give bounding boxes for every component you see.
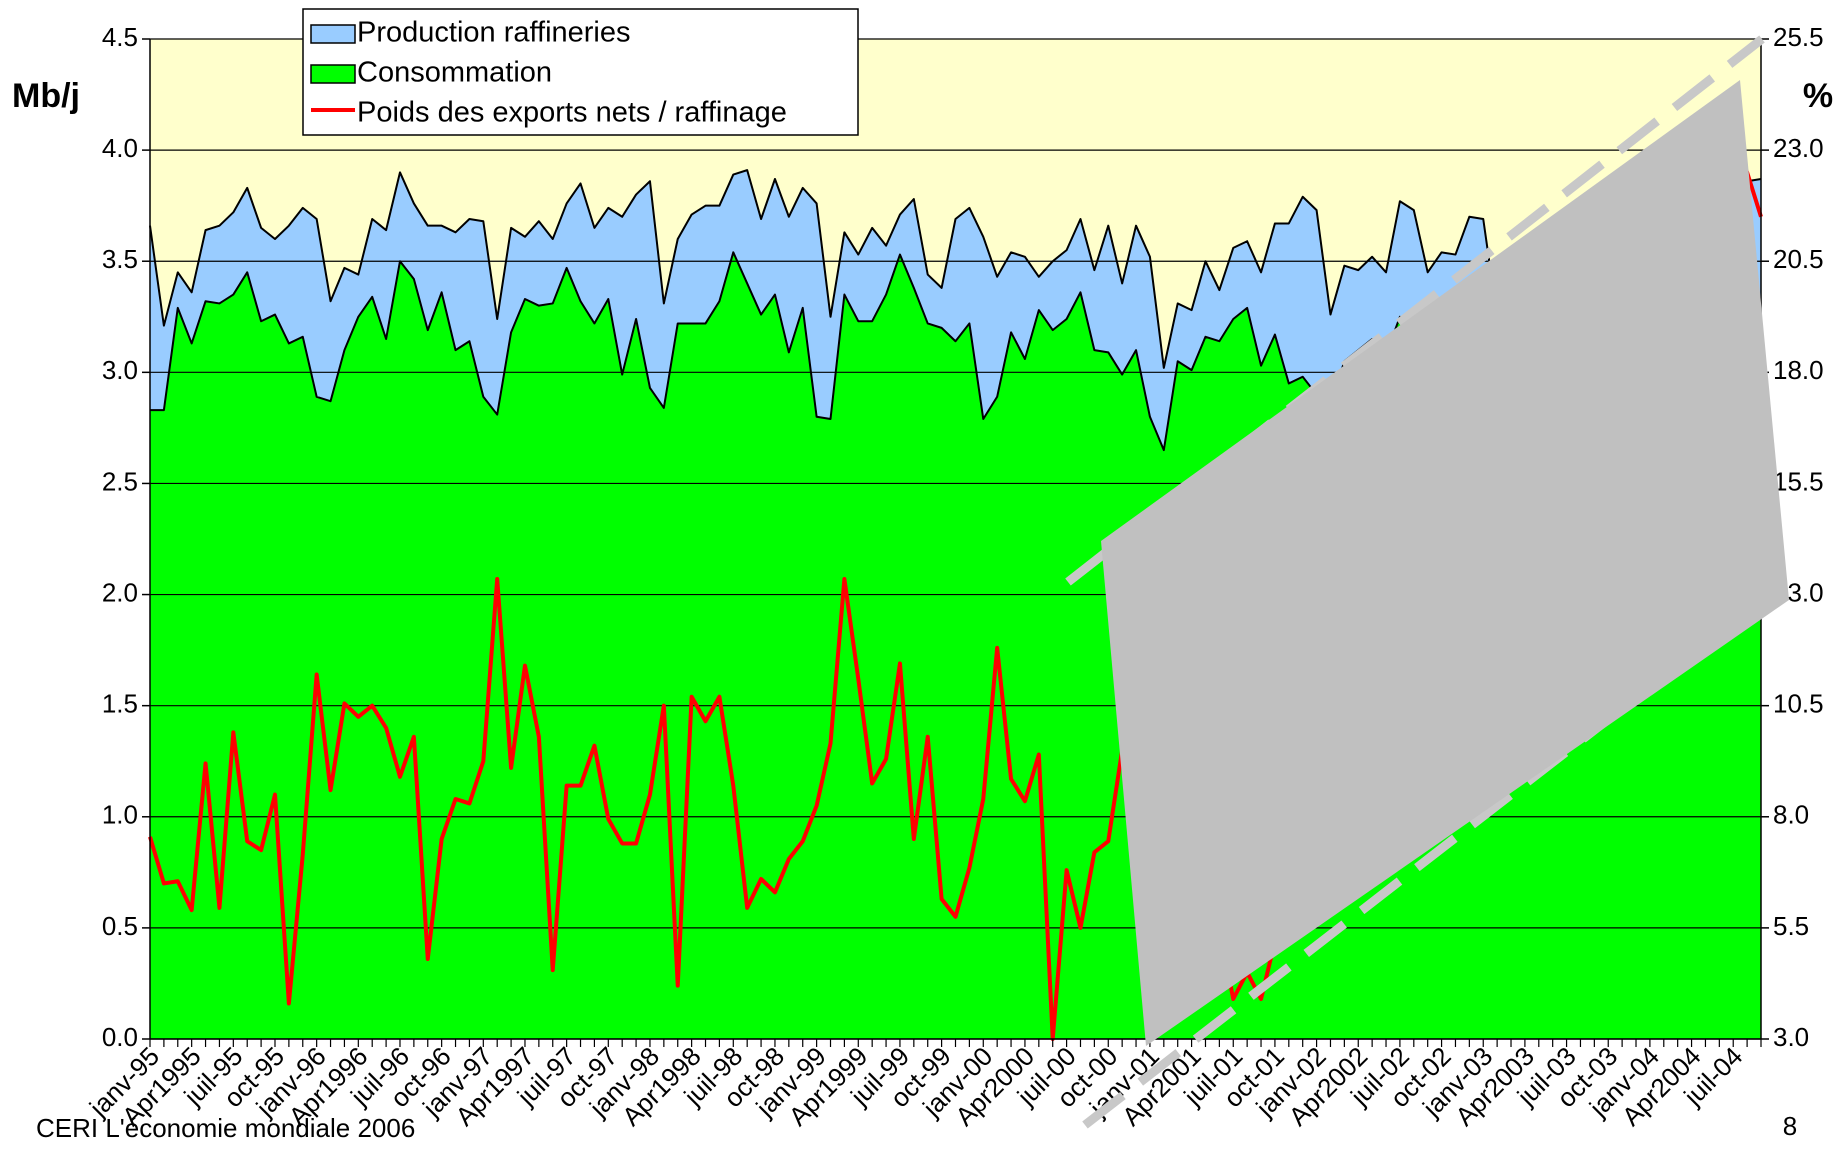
y2-tick-label: 10.5 <box>1773 689 1824 719</box>
y-tick-label: 0.5 <box>102 911 138 941</box>
y2-tick-label: 15.5 <box>1773 466 1824 496</box>
legend-box <box>302 8 859 136</box>
page-number: 8 <box>1783 1111 1797 1141</box>
y-tick-label: 2.5 <box>102 466 138 496</box>
y2-tick-label: 20.5 <box>1773 244 1824 274</box>
y2-axis-label: % <box>1803 77 1833 115</box>
y-tick-label: 3.0 <box>102 355 138 385</box>
y-tick-label: 4.5 <box>102 22 138 52</box>
legend-swatch <box>310 64 356 84</box>
y2-tick-label: 5.5 <box>1773 911 1809 941</box>
y-axis-label: Mb/j <box>12 77 80 115</box>
y-tick-label: 2.0 <box>102 577 138 607</box>
y2-tick-label: 3.0 <box>1773 1022 1809 1052</box>
y-tick-label: 3.5 <box>102 244 138 274</box>
footer: CERI L'économie mondiale 2006 <box>36 1113 415 1143</box>
y-tick-label: 0.0 <box>102 1022 138 1052</box>
y2-tick-label: 8.0 <box>1773 800 1809 830</box>
legend-label: Consommation <box>357 57 552 89</box>
legend-swatch <box>310 24 356 44</box>
y-tick-label: 1.0 <box>102 800 138 830</box>
y2-tick-label: 23.0 <box>1773 133 1824 163</box>
legend-label: Poids des exports nets / raffinage <box>357 97 787 129</box>
y2-tick-label: 18.0 <box>1773 355 1824 385</box>
y-tick-label: 1.5 <box>102 689 138 719</box>
y2-tick-label: 25.5 <box>1773 22 1824 52</box>
overlay <box>1101 80 1789 1046</box>
y-tick-label: 4.0 <box>102 133 138 163</box>
legend-label: Production raffineries <box>357 17 631 49</box>
